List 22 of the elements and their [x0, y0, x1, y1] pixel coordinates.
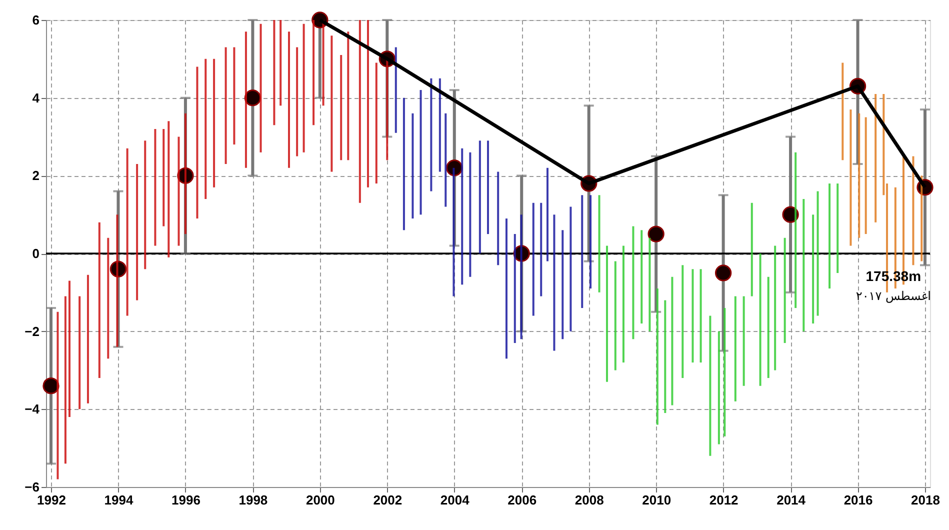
y-tick-label: 0 [32, 246, 40, 261]
x-tick-label: 2016 [844, 492, 873, 508]
x-tick-label: 2008 [574, 492, 604, 508]
x-tick-label: 2018 [911, 492, 940, 508]
x-tick-label: 1994 [104, 492, 134, 508]
y-tick-label: 6 [32, 12, 40, 28]
y-tick-label: 4 [32, 90, 40, 106]
x-tick-label: 2002 [373, 492, 402, 508]
x-tick-label: 1992 [37, 492, 66, 508]
y-tick-label: −6 [24, 480, 40, 494]
x-tick-label: 2000 [306, 492, 335, 508]
y-tick-label: −4 [24, 402, 40, 417]
x-tick-label: 2004 [440, 492, 470, 508]
x-tick-label: 2014 [776, 492, 806, 508]
x-tick-label: 2006 [508, 492, 537, 508]
annotation: اغسطس ٢٠١٧ [856, 288, 931, 303]
y-tick-label: −2 [24, 324, 40, 339]
x-tick-label: 2012 [709, 492, 738, 508]
y-tick-label: 2 [32, 168, 40, 184]
x-tick-label: 2010 [642, 492, 672, 508]
x-tick-label: 1998 [238, 492, 268, 508]
x-tick-label: 1996 [172, 492, 200, 508]
